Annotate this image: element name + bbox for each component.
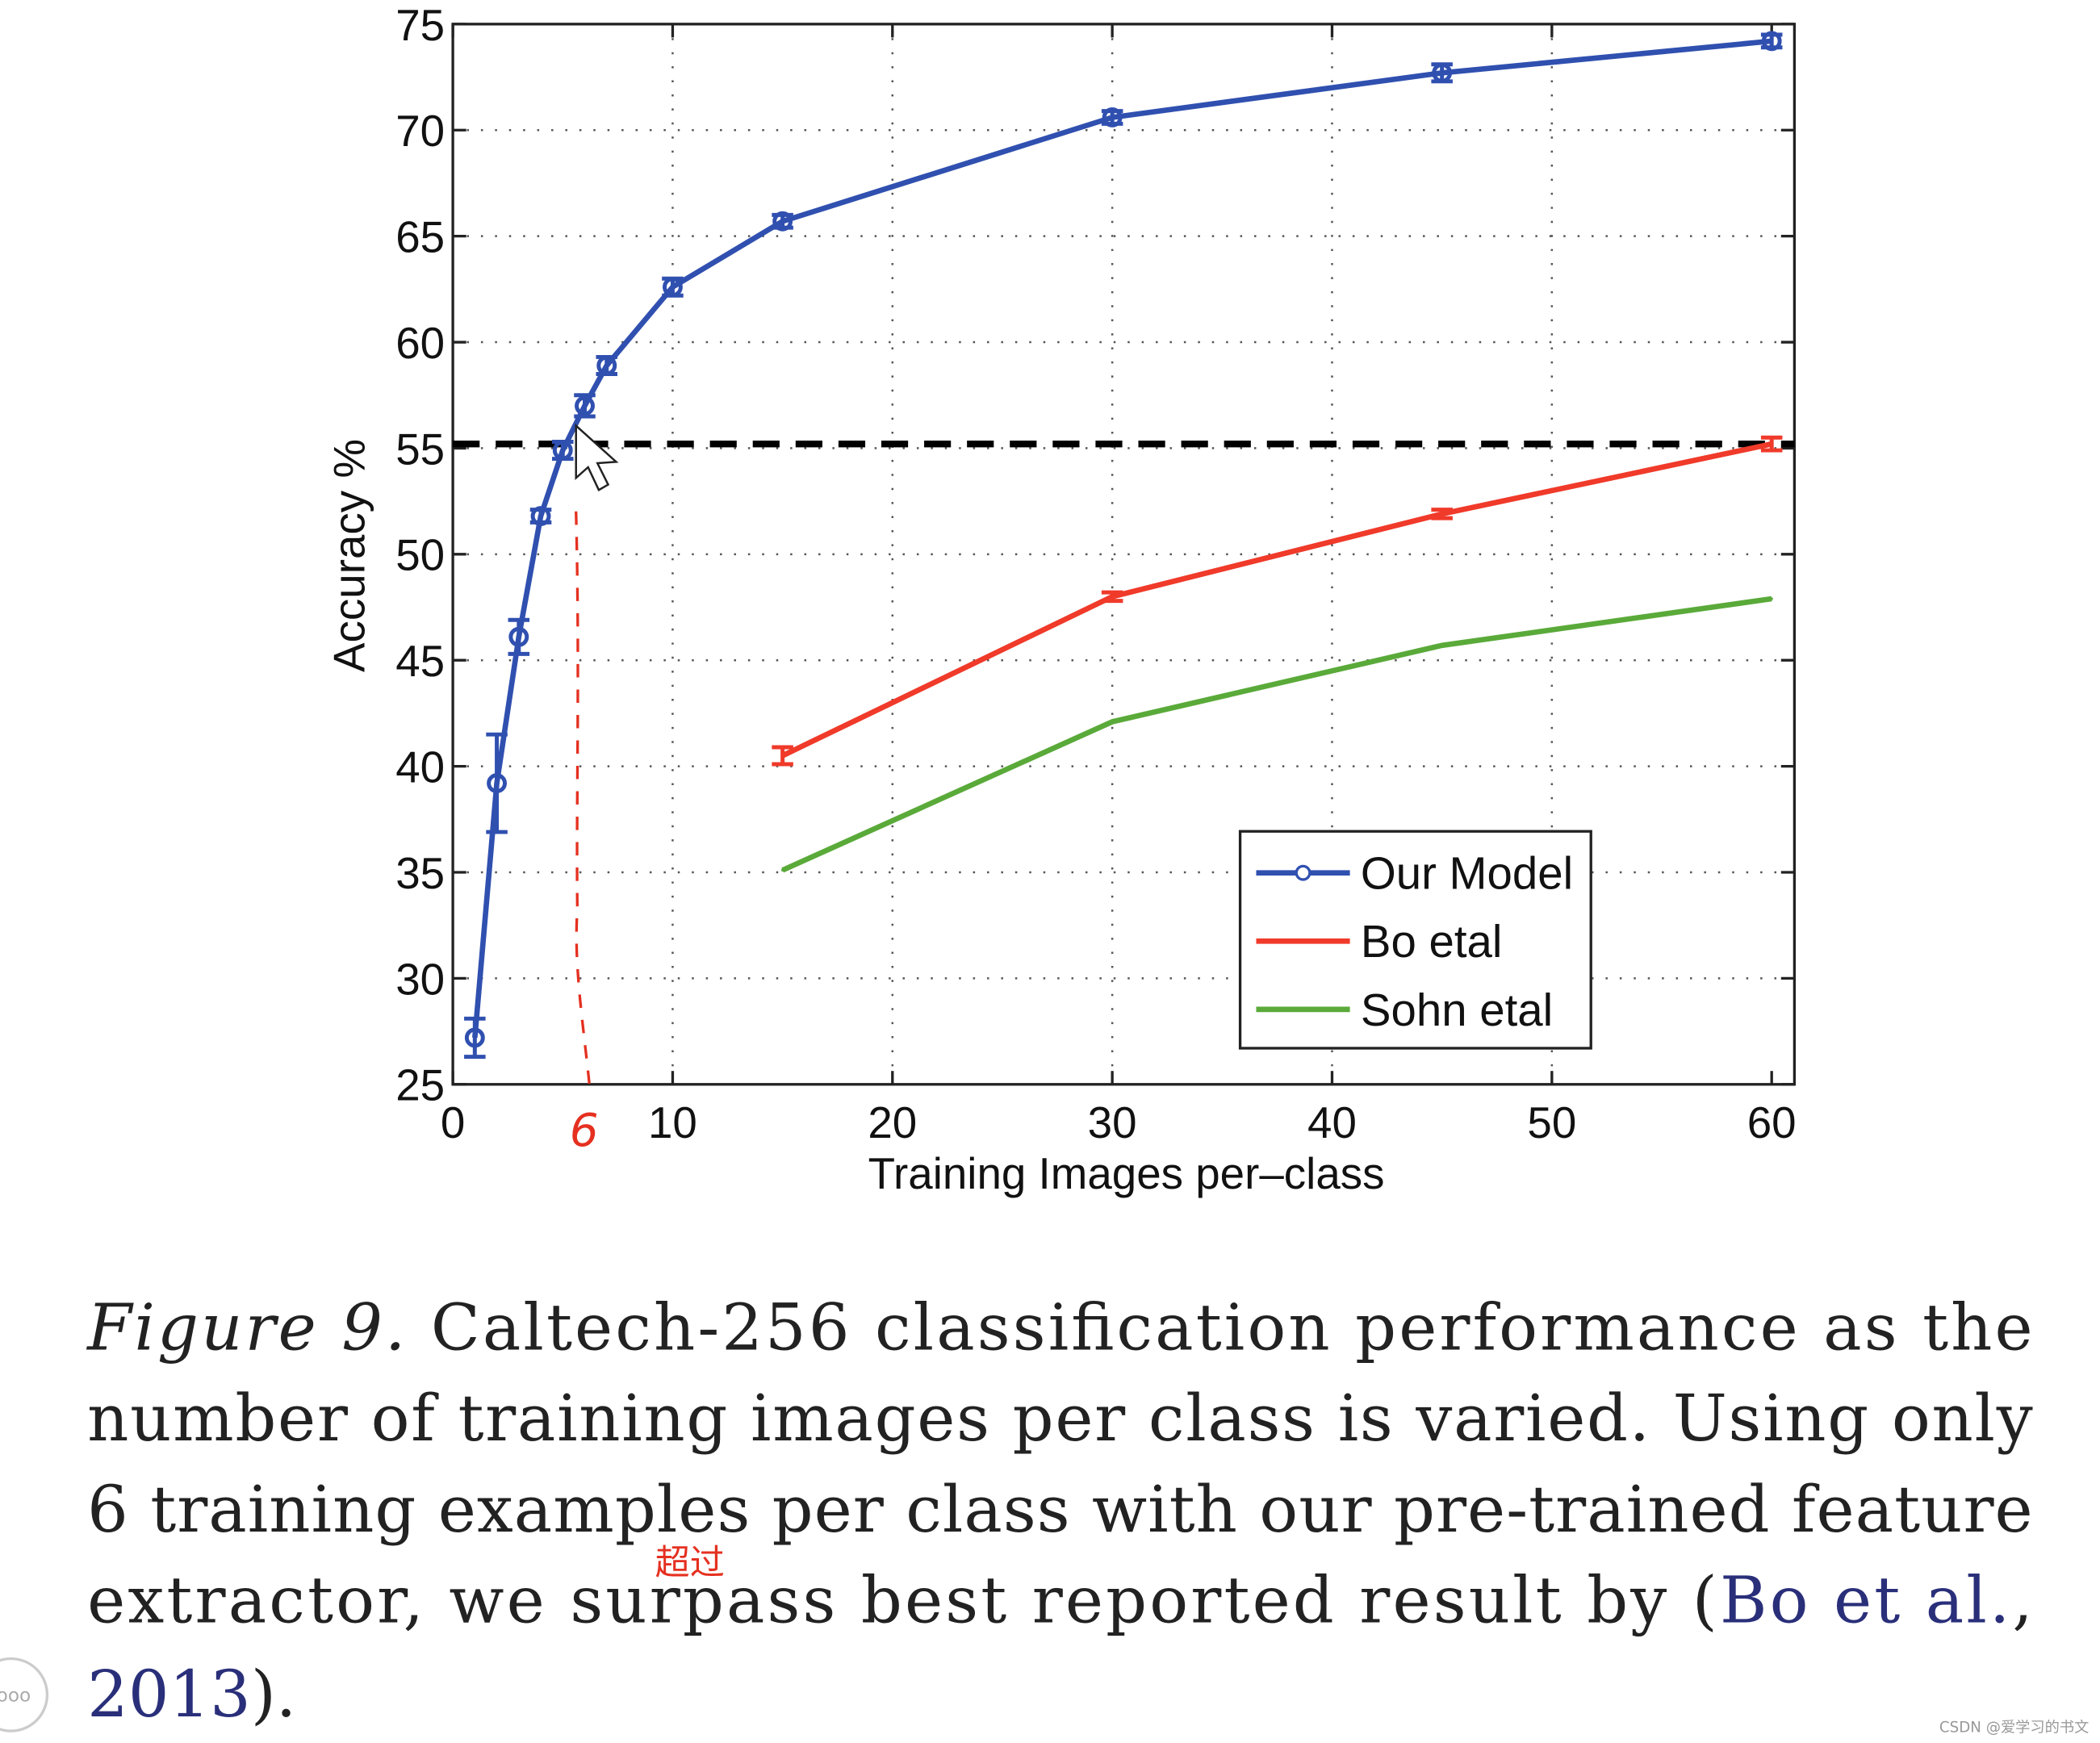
x-tick-label: 0 (441, 1097, 465, 1147)
data-point (575, 395, 595, 416)
caption-text: extractor, we surpass best reported resu… (87, 1563, 1717, 1638)
data-point (1102, 107, 1123, 127)
y-tick-label: 40 (395, 742, 445, 792)
caption-text: number of training images per class is v… (87, 1381, 2033, 1456)
y-tick-label: 70 (395, 106, 445, 156)
data-point (1441, 512, 1444, 516)
axis-ticks: 0 10 20 30 40 50 60 25 30 35 40 45 50 55 60 65 70 75 (395, 0, 1796, 1147)
legend: Our Model Bo etal Sohn etal (1238, 830, 1592, 1050)
figure-caption: Figure 9. Caltech-256 classification per… (86, 1289, 2033, 1732)
data-point (1111, 720, 1114, 724)
x-axis-label: Training Images per–class (868, 1148, 1385, 1198)
series-line (781, 441, 1772, 759)
data-point (596, 355, 617, 376)
y-tick-label: 75 (395, 0, 445, 50)
citation-link[interactable]: Bo et al. (1720, 1563, 2010, 1638)
mouse-cursor-icon (575, 423, 619, 491)
caption-text: Caltech-256 classification performance a… (408, 1289, 2032, 1365)
y-tick-label: 55 (395, 424, 445, 474)
citation-link[interactable]: 2013 (87, 1657, 251, 1732)
data-point (530, 506, 551, 526)
caption-line: extractor, we surpass best reported resu… (87, 1563, 2033, 1638)
series-sohn-etal (780, 596, 1773, 873)
x-tick-label: 30 (1088, 1097, 1137, 1147)
data-point (662, 277, 683, 298)
x-tick-label: 50 (1527, 1097, 1576, 1147)
y-tick-label: 50 (395, 530, 445, 580)
y-tick-label: 25 (395, 1060, 445, 1110)
y-tick-label: 35 (395, 848, 445, 898)
y-axis-label: Accuracy % (324, 439, 374, 672)
caption-text: Figure 9. (86, 1289, 405, 1365)
legend-label: Sohn etal (1361, 984, 1553, 1035)
legend-marker (1295, 864, 1311, 881)
data-point (487, 773, 508, 794)
more-button[interactable]: ooo (0, 1657, 49, 1733)
data-point (1441, 644, 1444, 647)
legend-label: Our Model (1361, 848, 1573, 899)
x-tick-label: 10 (648, 1097, 697, 1147)
series-line (781, 596, 1772, 873)
caption-text: ). (251, 1657, 296, 1732)
legend-label: Bo etal (1361, 916, 1503, 967)
data-point (552, 440, 573, 461)
series-bo-etal (772, 435, 1783, 767)
watermark: CSDN @爱学习的书文 (1939, 1720, 2089, 1737)
y-tick-label: 65 (395, 212, 445, 262)
caption-text: , (2012, 1563, 2032, 1638)
handwritten-six: 6 (570, 1105, 599, 1157)
series-layer (453, 31, 1795, 1060)
data-point (1761, 31, 1782, 52)
data-point (780, 754, 784, 758)
y-tick-label: 60 (395, 318, 445, 368)
more-dots-icon: ooo (0, 1685, 31, 1707)
caption-line: 2013). (87, 1657, 296, 1732)
data-point (508, 626, 529, 647)
data-point (780, 868, 784, 872)
handwritten-note: 超过 (655, 1543, 725, 1583)
y-tick-label: 30 (395, 954, 445, 1004)
data-point (1111, 595, 1114, 599)
handwritten-dashed-line (575, 511, 591, 1085)
data-point (772, 211, 793, 232)
y-tick-label: 45 (395, 636, 445, 686)
caption-line: number of training images per class is v… (87, 1381, 2033, 1456)
caption-text: 6 training examples per class with our p… (87, 1472, 2033, 1547)
x-tick-label: 40 (1307, 1097, 1357, 1147)
caption-line: 6 training examples per class with our p… (87, 1472, 2033, 1547)
data-point (1432, 62, 1453, 83)
x-tick-label: 60 (1747, 1097, 1797, 1147)
grid (453, 23, 1795, 1085)
series-line (472, 38, 1772, 1039)
data-point (464, 1027, 485, 1048)
x-tick-label: 20 (868, 1097, 917, 1147)
data-point (1770, 597, 1773, 600)
series-our-model (464, 31, 1783, 1060)
data-point (1770, 442, 1773, 445)
caption-line: Figure 9. Caltech-256 classification per… (86, 1289, 2033, 1365)
handwritten-annotations: 6 超过 (570, 511, 725, 1583)
